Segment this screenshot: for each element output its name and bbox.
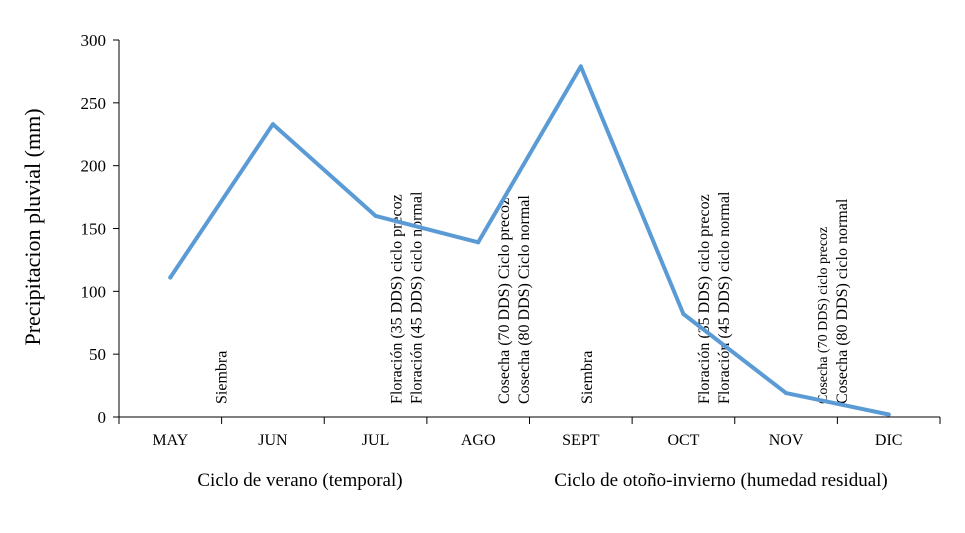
annotation-label: Floración (45 DDS) ciclo normal [408,191,425,404]
cycle-label-summer: Ciclo de verano (temporal) [197,470,402,491]
annotation-label: Siembra [579,351,596,404]
x-tick-label: AGO [461,432,496,449]
series-line [168,64,891,417]
data-point [476,240,481,245]
y-tick-label: 50 [89,345,106,364]
x-tick-label: SEPT [562,432,600,449]
data-point [373,213,378,218]
series-group [168,64,891,417]
annotation-label: Cosecha (70 DDS) ciclo precoz [816,227,831,404]
annotation-label: Siembra [214,351,231,404]
data-point [784,391,789,396]
phenology-annotations: Siembra Floración (35 DDS) ciclo precoz Fl… [214,191,852,404]
data-point [168,275,173,280]
annotation-label: Floración (35 DDS) ciclo precoz [388,194,405,404]
x-tick-label: MAY [152,432,188,449]
annotation-label: Cosecha (70 DDS) Ciclo precoz [496,198,513,404]
annotation-label: Cosecha (80 DDS) ciclo normal [834,198,851,404]
data-point [886,412,891,417]
y-tick-label: 200 [81,157,107,176]
x-axis-ticks: MAY JUN JUL AGO SEPT OCT NOV DIC [118,417,941,449]
y-tick-label: 250 [81,94,107,113]
x-tick-label: JUL [362,432,390,449]
x-tick-label: OCT [667,432,699,449]
x-tick-label: DIC [875,432,903,449]
annotation-label: Cosecha (80 DDS) Ciclo normal [516,195,533,404]
x-tick-label: JUN [258,432,288,449]
y-tick-label: 150 [81,220,107,239]
annotation-label: Floración (45 DDS) ciclo normal [716,191,733,404]
cycle-label-autumn-winter: Ciclo de otoño-invierno (humedad residua… [554,470,887,491]
x-tick-label: NOV [769,432,804,449]
data-point [270,122,275,127]
y-axis-ticks: 0 50 100 150 200 250 300 [81,31,119,427]
data-point [681,311,686,316]
y-tick-label: 300 [81,31,107,50]
y-axis-label: Precipitacion pluvial (mm) [20,108,45,345]
y-tick-label: 100 [81,282,107,301]
y-tick-label: 0 [98,408,107,427]
data-point [578,64,583,69]
annotation-label: Floración (35 DDS) ciclo precoz [696,194,713,404]
